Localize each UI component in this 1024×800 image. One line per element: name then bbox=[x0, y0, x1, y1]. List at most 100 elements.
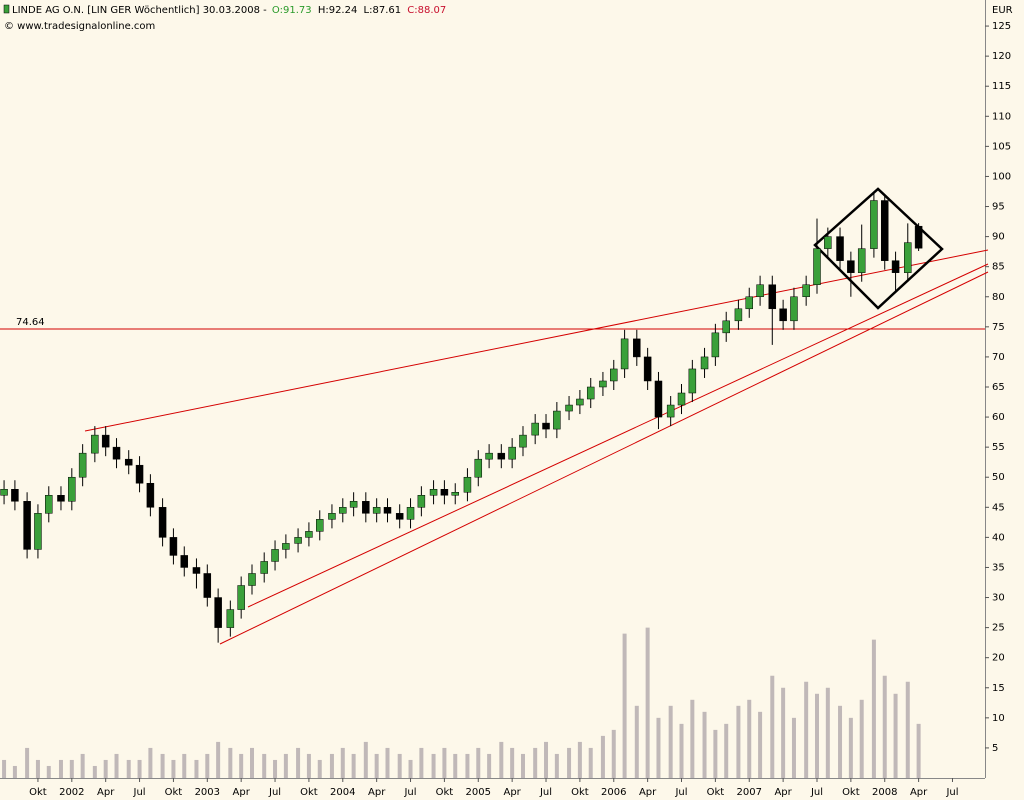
candle-body bbox=[756, 284, 764, 298]
x-tick-label: Okt bbox=[571, 787, 589, 798]
y-tick-label: 75 bbox=[992, 322, 1005, 333]
volume-bar bbox=[306, 753, 311, 778]
candle-body bbox=[734, 308, 743, 322]
volume-bar bbox=[848, 717, 853, 778]
candle-body bbox=[45, 495, 53, 514]
x-tick-label: 2007 bbox=[737, 787, 762, 798]
y-tick-label: 55 bbox=[992, 442, 1005, 453]
candle-body bbox=[349, 501, 358, 508]
x-tick-label: 2002 bbox=[59, 787, 84, 798]
candle-body bbox=[271, 549, 279, 562]
candle-body bbox=[599, 380, 607, 388]
y-tick-label: 125 bbox=[992, 21, 1011, 32]
candle-body bbox=[531, 422, 539, 436]
candle-body bbox=[11, 489, 19, 502]
candle-body bbox=[643, 356, 652, 382]
candle-body bbox=[158, 507, 167, 538]
candle-body bbox=[474, 458, 483, 478]
volume-bar bbox=[554, 753, 559, 778]
candle-body bbox=[68, 476, 76, 502]
candle-body bbox=[203, 573, 212, 598]
y-tick-label: 50 bbox=[992, 472, 1005, 483]
x-tick-label: Jul bbox=[945, 787, 958, 798]
volume-bar bbox=[92, 765, 97, 778]
trend-lines bbox=[84, 249, 989, 645]
candle-body bbox=[429, 489, 438, 496]
trend-line bbox=[247, 263, 989, 608]
y-tick-label: 25 bbox=[992, 623, 1005, 634]
volume-bar bbox=[397, 753, 402, 778]
x-tick-label: Apr bbox=[503, 787, 521, 798]
volume-bar bbox=[476, 747, 481, 778]
header-high: H:92.24 bbox=[318, 5, 358, 16]
volume-bar bbox=[499, 741, 504, 778]
volume-bar bbox=[747, 699, 752, 778]
candle-body bbox=[654, 380, 663, 418]
x-tick-label: Jul bbox=[810, 787, 823, 798]
candle-body bbox=[260, 561, 268, 574]
candle-body bbox=[914, 225, 923, 249]
candle-body bbox=[633, 338, 641, 358]
trend-line bbox=[219, 271, 989, 645]
candle-body bbox=[847, 260, 855, 273]
volume-bar bbox=[431, 753, 436, 778]
volume-bar bbox=[46, 765, 51, 778]
candle-body bbox=[857, 248, 866, 273]
volume-bar bbox=[713, 729, 718, 778]
trend-line bbox=[84, 249, 989, 432]
volume-bar bbox=[363, 741, 368, 778]
volume-bar bbox=[126, 759, 131, 778]
volume-bar bbox=[814, 693, 819, 778]
volume-bar bbox=[137, 759, 142, 778]
candle-body bbox=[508, 446, 516, 460]
x-tick-label: Okt bbox=[707, 787, 725, 798]
candle-body bbox=[768, 284, 777, 310]
candle-body bbox=[870, 200, 878, 249]
x-tick-label: Okt bbox=[29, 787, 47, 798]
candle-body bbox=[294, 537, 302, 544]
candle-body bbox=[23, 501, 31, 550]
candle-body bbox=[620, 338, 629, 370]
volume-bar bbox=[262, 753, 267, 778]
candle-body bbox=[497, 452, 506, 460]
y-tick-label: 85 bbox=[992, 262, 1005, 273]
y-tick-label: 60 bbox=[992, 412, 1005, 423]
candle-body bbox=[904, 242, 912, 273]
volume-bar bbox=[69, 759, 74, 778]
y-tick-label: 120 bbox=[992, 51, 1011, 62]
header-low: L:87.61 bbox=[364, 5, 402, 16]
volume-bar bbox=[905, 681, 910, 778]
candle-body bbox=[146, 482, 155, 508]
volume-bar bbox=[239, 753, 244, 778]
candle-body bbox=[485, 452, 493, 460]
volume-bar bbox=[825, 687, 830, 778]
x-tick-label: 2003 bbox=[195, 787, 220, 798]
candle-body bbox=[586, 386, 595, 400]
volume-bar bbox=[758, 711, 763, 778]
header: LINDE AG O.N. [LIN GER Wöchentlich] 30.0… bbox=[12, 5, 446, 16]
source: © www.tradesignalonline.com bbox=[4, 21, 155, 32]
x-tick-label: Apr bbox=[774, 787, 792, 798]
candle-body bbox=[677, 392, 686, 406]
candle-body bbox=[0, 489, 8, 496]
candle-body bbox=[565, 404, 573, 412]
candle-body bbox=[362, 501, 370, 514]
volume-bar bbox=[385, 747, 390, 778]
candle-body bbox=[576, 398, 584, 406]
volume-bar bbox=[781, 687, 786, 778]
candle-body bbox=[91, 434, 99, 454]
candle-body bbox=[237, 585, 245, 610]
volume-bar bbox=[882, 675, 887, 778]
volume-bar bbox=[645, 627, 650, 778]
volume-bar bbox=[114, 753, 119, 778]
volume-bar bbox=[80, 753, 85, 778]
volume-bar bbox=[577, 741, 582, 778]
y-tick-label: 15 bbox=[992, 683, 1005, 694]
candle-body bbox=[339, 507, 347, 514]
x-tick-label: Apr bbox=[639, 787, 657, 798]
volume-bar bbox=[770, 675, 775, 778]
candle-body bbox=[519, 434, 527, 448]
volume-bar bbox=[182, 753, 187, 778]
